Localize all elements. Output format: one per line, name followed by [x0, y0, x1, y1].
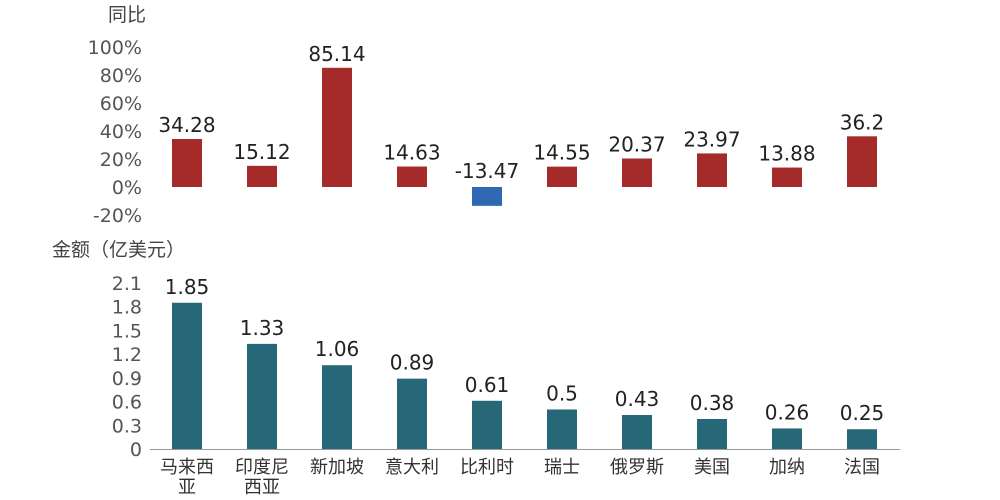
yoy-bar [847, 136, 877, 187]
amount-data-label: 1.33 [240, 316, 285, 340]
yoy-bar [397, 166, 427, 187]
yoy-y-tick-label: 60% [100, 93, 142, 115]
amount-data-label: 0.43 [615, 387, 660, 411]
yoy-y-tick-label: 40% [100, 121, 142, 143]
amount-bars [172, 302, 877, 449]
category-label: 瑞士 [544, 457, 580, 478]
amount-data-label: 0.5 [546, 381, 578, 405]
yoy-data-label: 85.14 [308, 42, 365, 66]
amount-bar [397, 378, 427, 449]
category-label: 新加坡 [310, 457, 364, 478]
amount-data-label: 1.85 [165, 275, 210, 299]
yoy-data-label: 14.55 [533, 141, 590, 165]
category-label: 意大利 [385, 457, 439, 478]
yoy-data-label: -13.47 [455, 159, 519, 183]
category-label: 美国 [694, 457, 730, 478]
yoy-data-label: 13.88 [758, 142, 815, 166]
category-label: 西亚 [244, 477, 280, 498]
yoy-data-label: 36.2 [840, 110, 885, 134]
amount-y-tick-label: 0.6 [112, 392, 142, 414]
amount-y-tick-label: 1.5 [112, 320, 142, 342]
yoy-y-tick-label: 100% [88, 37, 142, 59]
yoy-bar [697, 153, 727, 187]
yoy-y-tick-label: 0% [112, 177, 142, 199]
amount-bar [697, 418, 727, 449]
yoy-data-label: 20.37 [608, 132, 665, 156]
yoy-data-label: 23.97 [683, 127, 740, 151]
category-label: 法国 [844, 457, 880, 478]
amount-y-tick-label: 2.1 [112, 273, 142, 295]
yoy-y-tick-label: 20% [100, 149, 142, 171]
amount-y-tick-label: 0 [130, 439, 142, 461]
amount-bar [172, 302, 202, 449]
yoy-growth-chart: 同比 100% 80% 60% 40% 20% 0% -20% 34.28 15.12 85.1… [88, 4, 885, 227]
amount-bar [622, 415, 652, 449]
category-label: 俄罗斯 [610, 457, 664, 478]
category-label: 印度尼 [235, 457, 289, 478]
amount-data-label: 0.38 [690, 391, 735, 415]
yoy-bar [772, 167, 802, 187]
category-label: 加纳 [769, 457, 805, 478]
yoy-bar [472, 187, 502, 206]
yoy-bar [172, 139, 202, 187]
category-label: 马来西 [160, 457, 214, 478]
amount-bar [847, 429, 877, 449]
yoy-bar [322, 67, 352, 187]
yoy-data-label: 34.28 [158, 113, 215, 137]
amount-chart: 金额（亿美元） 2.11.81.51.20.90.60.30 1.851.331… [52, 239, 900, 498]
category-label: 比利时 [460, 457, 514, 478]
amount-bar [547, 409, 577, 449]
amount-data-label: 0.89 [390, 351, 435, 375]
yoy-y-tick-label: -20% [93, 205, 142, 227]
amount-data-label: 0.26 [765, 400, 810, 424]
amount-y-tick-label: 0.3 [112, 415, 142, 437]
amount-data-label: 0.25 [840, 401, 885, 425]
amount-bar [322, 365, 352, 449]
amount-y-axis: 2.11.81.51.20.90.60.30 [112, 273, 142, 461]
amount-y-tick-label: 1.2 [112, 344, 142, 366]
amount-data-labels: 1.85 1.33 1.06 0.89 0.61 0.5 0.43 0.38 0.26 0.25 [165, 275, 885, 425]
amount-y-tick-label: 0.9 [112, 368, 142, 390]
yoy-bar [247, 165, 277, 187]
yoy-bar [547, 166, 577, 187]
amount-y-tick-label: 1.8 [112, 297, 142, 319]
yoy-bar [622, 158, 652, 187]
yoy-data-label: 15.12 [233, 140, 290, 164]
amount-data-label: 1.06 [315, 337, 360, 361]
amount-bar [472, 400, 502, 449]
yoy-data-labels: 34.28 15.12 85.14 14.63 -13.47 14.55 20.37 23.9… [158, 42, 884, 183]
amount-bar [772, 428, 802, 449]
yoy-y-tick-label: 80% [100, 65, 142, 87]
yoy-y-axis: 100% 80% 60% 40% 20% 0% -20% [88, 37, 142, 227]
amount-axis-title: 金额（亿美元） [52, 239, 185, 261]
yoy-data-label: 14.63 [383, 141, 440, 165]
yoy-axis-title: 同比 [108, 4, 146, 26]
amount-bar [247, 343, 277, 449]
yoy-bars [172, 67, 877, 206]
amount-data-label: 0.61 [465, 373, 510, 397]
category-label: 亚 [178, 477, 196, 498]
